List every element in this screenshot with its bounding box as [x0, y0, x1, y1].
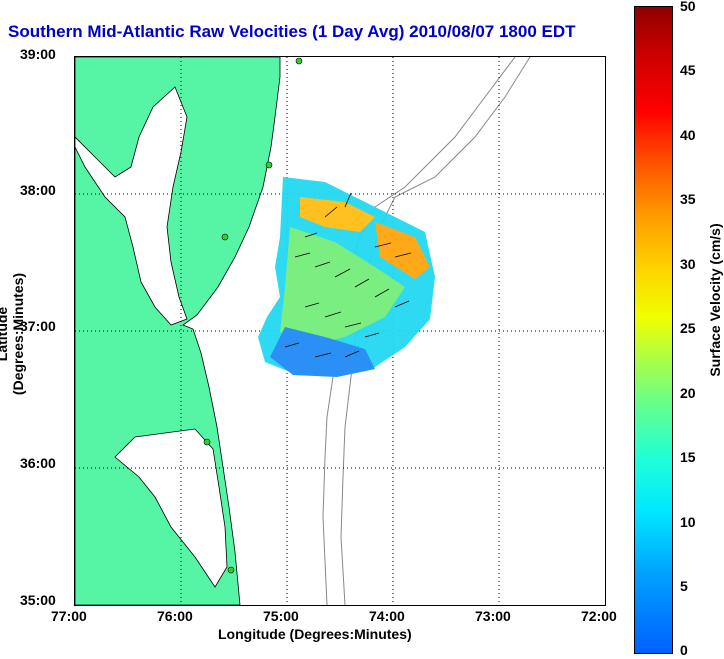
map-title: Southern Mid-Atlantic Raw Velocities (1 …: [8, 22, 576, 41]
colorbar-tick-50: 50: [680, 0, 696, 14]
colorbar-tick-15: 15: [680, 449, 696, 465]
map-plot-area: [74, 56, 606, 606]
velocity-arrows: [284, 192, 412, 358]
colorbar-tick-30: 30: [680, 256, 696, 272]
y-tick-37: 37:00: [20, 318, 56, 334]
colorbar-tick-5: 5: [680, 578, 688, 594]
x-axis-label: Longitude (Degrees:Minutes): [218, 626, 412, 642]
map-canvas: [75, 57, 605, 605]
x-tick-76: 76:00: [157, 608, 193, 624]
colorbar-tick-45: 45: [680, 62, 696, 78]
y-tick-38: 38:00: [20, 182, 56, 198]
colorbar-tick-20: 20: [680, 385, 696, 401]
colorbar: [634, 6, 673, 654]
y-tick-39: 39:00: [20, 46, 56, 62]
x-tick-73: 73:00: [475, 608, 511, 624]
y-tick-36: 36:00: [20, 455, 56, 471]
colorbar-tick-35: 35: [680, 191, 696, 207]
colorbar-tick-25: 25: [680, 320, 696, 336]
x-tick-74: 74:00: [369, 608, 405, 624]
y-axis-label: Latitude (Degrees:Minutes): [0, 272, 26, 396]
x-tick-77: 77:00: [51, 608, 87, 624]
x-tick-75: 75:00: [263, 608, 299, 624]
chesapeake-bay: [75, 86, 188, 326]
x-tick-72: 72:00: [581, 608, 617, 624]
station-markers: [203, 57, 303, 574]
colorbar-tick-0: 0: [680, 642, 688, 658]
colorbar-label: Surface Velocity (cm/s): [707, 223, 723, 377]
colorbar-tick-40: 40: [680, 127, 696, 143]
colorbar-tick-10: 10: [680, 514, 696, 530]
y-tick-35: 35:00: [20, 592, 56, 608]
velocity-field: [258, 177, 435, 377]
